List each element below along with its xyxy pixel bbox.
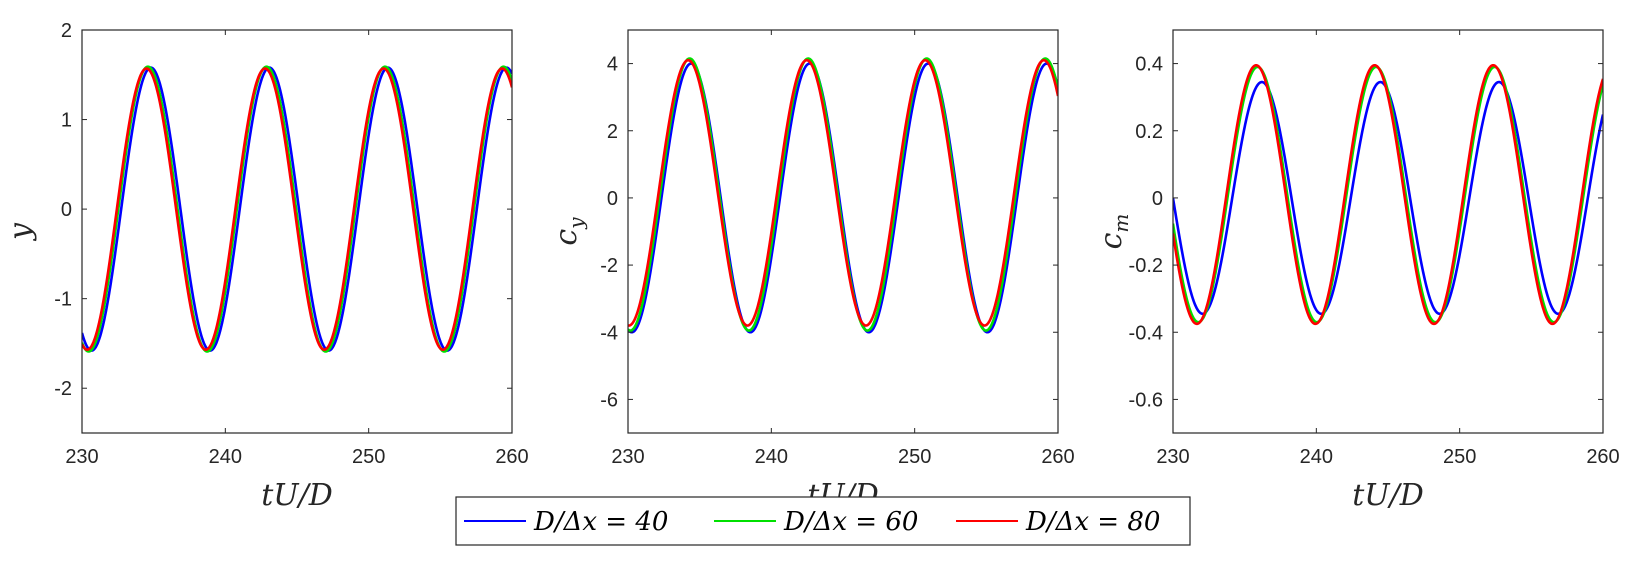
series-line-3 — [1173, 63, 1603, 326]
y-tick-label: 2 — [61, 20, 72, 42]
x-tick-label: 240 — [1300, 446, 1333, 468]
y-axis-label: cm — [1094, 214, 1133, 250]
x-tick-label: 260 — [495, 446, 528, 468]
y-tick-label: 0 — [61, 199, 72, 221]
legend-entry-label: D/Δx = 40 — [533, 507, 668, 537]
y-tick-label: -0.2 — [1129, 255, 1163, 277]
y-tick-label: 0 — [607, 188, 618, 210]
y-axis-label: y — [3, 222, 38, 242]
x-tick-label: 240 — [755, 446, 788, 468]
chart-panel-1: 230 240 250 260 -2 -1 0 1 2 tU/D y — [3, 20, 529, 513]
legend-entry-label: D/Δx = 60 — [783, 507, 918, 537]
x-tick-label: 240 — [209, 446, 242, 468]
y-tick-label: 2 — [607, 121, 618, 143]
axes-box — [627, 29, 1059, 434]
x-tick-label: 230 — [65, 446, 98, 468]
legend-entry-label: D/Δx = 80 — [1025, 507, 1160, 537]
series-line-1 — [82, 66, 512, 352]
x-tick-label: 260 — [1586, 446, 1619, 468]
y-tick-label: 0.4 — [1135, 54, 1163, 76]
x-axis-label: tU/D — [1352, 478, 1424, 513]
y-tick-label: -2 — [54, 378, 72, 400]
y-tick-label: -2 — [600, 255, 618, 277]
y-tick-label: 4 — [607, 54, 618, 76]
y-tick-label: 1 — [61, 110, 72, 132]
y-tick-label: 0 — [1152, 188, 1163, 210]
y-tick-label: -6 — [600, 389, 618, 411]
y-tick-label: -4 — [600, 322, 618, 344]
y-tick-label: -1 — [54, 289, 72, 311]
series-line-3 — [628, 58, 1058, 327]
chart-panel-3: 230 240 250 260 -0.6 -0.4 -0.2 0 0.2 0.4 tU/D cm — [1094, 29, 1620, 513]
y-tick-label: -0.4 — [1129, 322, 1163, 344]
axes-box — [1172, 29, 1604, 434]
x-tick-label: 260 — [1041, 446, 1074, 468]
series-line-3 — [82, 67, 512, 352]
x-tick-label: 230 — [611, 446, 644, 468]
x-tick-label: 250 — [898, 446, 931, 468]
y-tick-label: 0.2 — [1135, 121, 1163, 143]
x-tick-label: 230 — [1156, 446, 1189, 468]
legend: D/Δx = 40 D/Δx = 60 D/Δx = 80 — [455, 496, 1191, 546]
y-axis-label: cy — [549, 217, 588, 246]
legend-box — [455, 496, 1191, 546]
x-tick-label: 250 — [1443, 446, 1476, 468]
x-tick-label: 250 — [352, 446, 385, 468]
x-axis-label: tU/D — [261, 478, 333, 513]
axes-box — [81, 29, 513, 434]
y-tick-label: -0.6 — [1129, 389, 1163, 411]
